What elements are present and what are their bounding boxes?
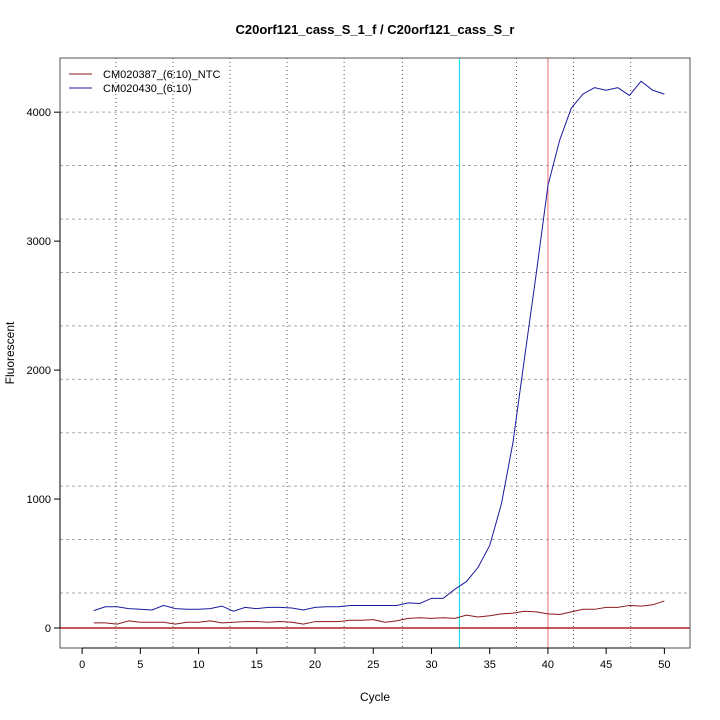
- x-tick-label: 15: [251, 659, 263, 671]
- series-line-1: [93, 80, 665, 612]
- series-line-0: [93, 600, 665, 625]
- y-tick-label: 0: [45, 623, 51, 635]
- x-axis-label: Cycle: [360, 690, 390, 704]
- series-lines: [93, 80, 665, 625]
- legend-label: CM020430_(6:10): [103, 83, 192, 95]
- x-tick-label: 25: [367, 659, 379, 671]
- y-axis-label: Fluorescent: [3, 321, 17, 384]
- x-tick-label: 30: [425, 659, 437, 671]
- x-tick-label: 10: [192, 659, 204, 671]
- x-tick-label: 40: [542, 659, 554, 671]
- y-tick-label: 1000: [27, 494, 51, 506]
- x-axis: 0 5 10 15 20 25 30 35 40 45 50: [79, 647, 671, 671]
- x-tick-label: 20: [309, 659, 321, 671]
- plot-frame: [59, 57, 691, 649]
- y-tick-label: 2000: [27, 365, 51, 377]
- y-tick-label: 4000: [27, 107, 51, 119]
- x-tick-label: 35: [484, 659, 496, 671]
- legend-label: CM020387_(6:10)_NTC: [103, 69, 220, 81]
- y-axis: 0 1000 2000 3000 4000: [27, 107, 61, 635]
- x-tick-label: 45: [600, 659, 612, 671]
- x-tick-label: 5: [137, 659, 143, 671]
- reference-lines: [60, 58, 690, 648]
- chart-title: C20orf121_cass_S_1_f / C20orf121_cass_S_…: [236, 22, 515, 37]
- x-tick-label: 50: [658, 659, 670, 671]
- grid: [60, 58, 690, 648]
- y-tick-label: 3000: [27, 236, 51, 248]
- x-tick-label: 0: [79, 659, 85, 671]
- legend: CM020387_(6:10)_NTC CM020430_(6:10): [69, 69, 220, 95]
